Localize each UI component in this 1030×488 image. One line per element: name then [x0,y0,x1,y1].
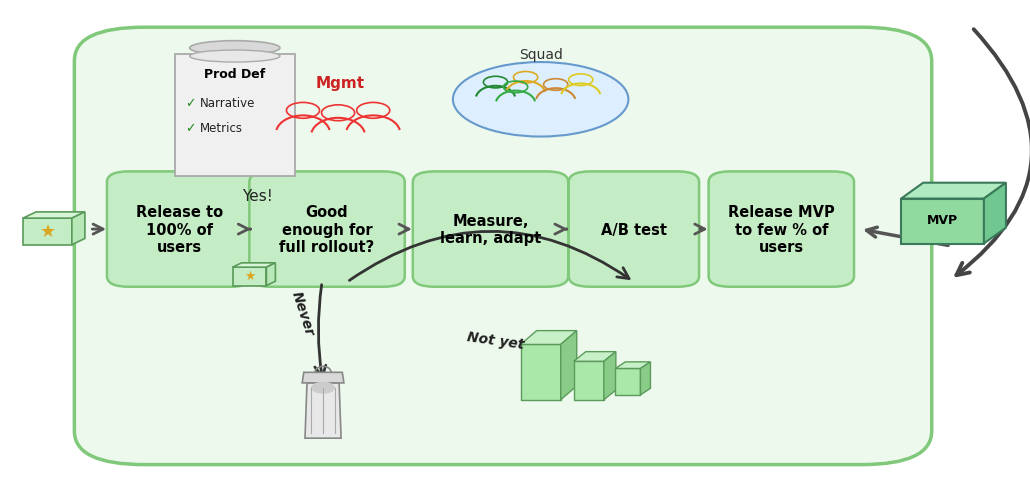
FancyBboxPatch shape [413,172,569,287]
Text: ★: ★ [244,270,255,283]
Text: Release to
100% of
users: Release to 100% of users [136,205,224,254]
Polygon shape [641,362,651,395]
Text: Release MVP
to few % of
users: Release MVP to few % of users [728,205,834,254]
Polygon shape [615,362,651,369]
Text: MVP: MVP [927,214,958,227]
Text: A/B test: A/B test [600,222,666,237]
Polygon shape [574,362,604,400]
Text: Squad: Squad [519,47,562,61]
Polygon shape [267,264,275,286]
Polygon shape [23,219,72,245]
Polygon shape [901,199,984,244]
Polygon shape [233,264,275,267]
Polygon shape [615,369,641,395]
FancyBboxPatch shape [569,172,699,287]
Polygon shape [305,383,341,438]
Polygon shape [233,267,267,286]
Text: ★: ★ [40,222,56,240]
Ellipse shape [453,63,628,137]
Text: Good
enough for
full rollout?: Good enough for full rollout? [279,205,375,254]
Polygon shape [520,345,560,400]
FancyBboxPatch shape [709,172,854,287]
Polygon shape [984,183,1006,244]
Text: Not yet: Not yet [466,329,525,351]
Ellipse shape [190,41,280,56]
Text: Yes!: Yes! [242,188,273,203]
Text: ✓: ✓ [184,122,195,134]
Text: Never: Never [289,289,317,338]
FancyBboxPatch shape [249,172,405,287]
Polygon shape [901,183,1006,199]
Text: Metrics: Metrics [200,122,243,134]
Ellipse shape [190,51,280,63]
Polygon shape [72,212,84,245]
Text: Narrative: Narrative [200,97,255,110]
Ellipse shape [311,382,335,394]
FancyBboxPatch shape [74,28,932,465]
Polygon shape [604,352,616,400]
FancyBboxPatch shape [175,55,295,177]
Polygon shape [520,331,577,345]
FancyBboxPatch shape [107,172,252,287]
Text: ✓: ✓ [184,97,195,110]
Text: Measure,
learn, adapt: Measure, learn, adapt [440,213,541,246]
Text: Prod Def: Prod Def [204,68,266,81]
Text: Mgmt: Mgmt [315,76,365,91]
Polygon shape [560,331,577,400]
Polygon shape [23,212,84,219]
Polygon shape [302,372,344,383]
Polygon shape [574,352,616,362]
